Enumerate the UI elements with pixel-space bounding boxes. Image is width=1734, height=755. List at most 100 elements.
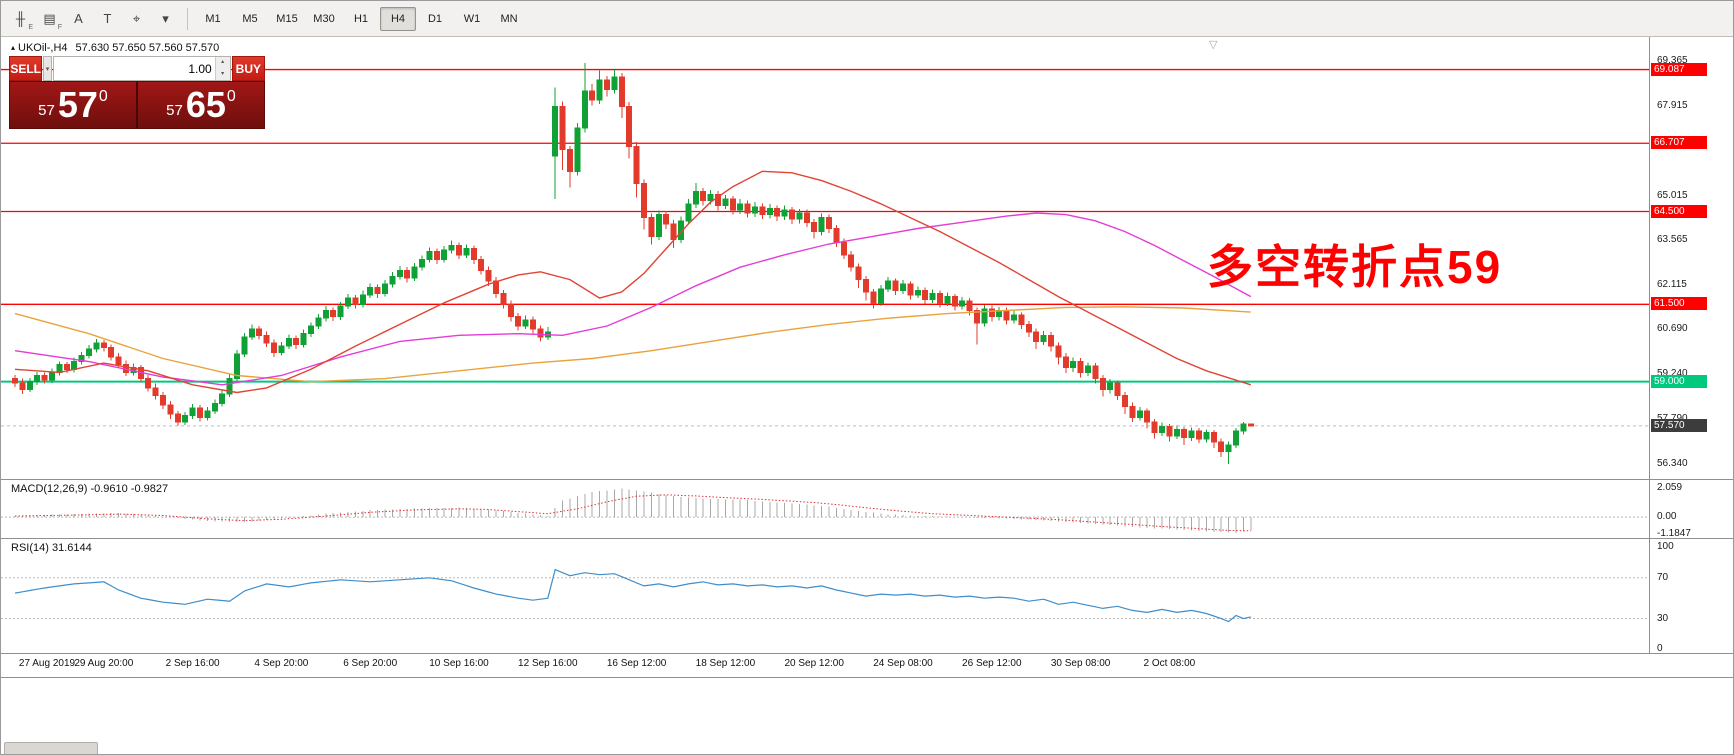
sell-price-big: 57	[57, 84, 98, 125]
textbox-tool-icon[interactable]: T	[103, 11, 112, 26]
panel-divider	[1, 653, 1733, 654]
macd-axis-label: 2.059	[1657, 482, 1683, 494]
buy-price-prefix: 57	[166, 101, 183, 119]
candlestick-chart-icon[interactable]: ╫ E	[15, 11, 33, 31]
macd-axis-label: -1.1847	[1657, 527, 1691, 539]
volume-dropdown[interactable]: ▾	[43, 56, 52, 81]
time-axis-label: 2 Sep 16:00	[165, 658, 220, 669]
chart-tab[interactable]	[4, 742, 98, 754]
ma-line-fast	[14, 170, 1252, 394]
symbol-period-label: UKOil-,H4	[18, 42, 68, 54]
sell-price[interactable]: 57 57 0	[10, 82, 136, 128]
sell-price-prefix: 57	[38, 101, 55, 119]
text-annotation-icon[interactable]: A	[74, 11, 83, 26]
rsi-axis-label: 0	[1657, 643, 1663, 655]
current-price-tag: 57.570	[1651, 418, 1707, 432]
macd-chart[interactable]	[1, 480, 1649, 538]
candles	[12, 62, 1254, 464]
buy-price-sup: 0	[226, 88, 236, 105]
price-divider	[136, 82, 138, 128]
rsi-axis-label: 30	[1657, 612, 1669, 624]
autoscroll-marker-icon: ▽	[1209, 39, 1218, 51]
sell-button[interactable]: SELL	[9, 56, 43, 81]
chart-title: ▴ UKOil-,H4 57.630 57.650 57.560 57.570	[11, 42, 219, 54]
timeframe-button-m1[interactable]: M1	[205, 12, 221, 25]
tool-dropdown-icon[interactable]: ▾	[162, 10, 169, 26]
time-axis-label: 4 Sep 20:00	[254, 658, 309, 669]
macd-histogram	[14, 488, 1252, 533]
crosshair-tool-icon[interactable]: ⌖	[132, 10, 141, 26]
macd-label: MACD(12,26,9) -0.9610 -0.9827	[11, 483, 169, 495]
timeframe-button-h1[interactable]: H1	[353, 12, 369, 25]
timeframe-button-m15[interactable]: M15	[276, 12, 298, 25]
volume-decrease-button[interactable]: ▾	[215, 68, 230, 80]
time-axis-label: 6 Sep 20:00	[343, 658, 398, 669]
timeframe-button-m5[interactable]: M5	[242, 12, 258, 25]
price-tag-64.500: 64.500	[1651, 204, 1707, 218]
price-axis-label: 56.340	[1657, 457, 1688, 469]
timeframe-button-mn[interactable]: MN	[500, 12, 518, 25]
ma-line-slow	[14, 306, 1251, 383]
volume-spinner: ▴ ▾	[214, 57, 230, 80]
trade-prices-row: 57 57 0 57 65 0	[9, 81, 265, 129]
time-axis-label: 2 Oct 08:00	[1143, 658, 1196, 669]
toolbar-icon-group: ╫ E ▤ F A T ⌖ ▾	[6, 6, 180, 32]
macd-axis-label: 0.00	[1657, 511, 1677, 523]
time-axis-label: 12 Sep 16:00	[518, 658, 578, 669]
price-axis-label: 67.915	[1657, 99, 1688, 111]
timeframe-group: M1 M5 M15 M30 H1 H4 D1 W1 MN	[195, 6, 527, 31]
timeframe-button-h4[interactable]: H4	[380, 6, 416, 31]
timeframe-button-m30[interactable]: M30	[313, 12, 335, 25]
rsi-line	[14, 568, 1251, 623]
time-axis-label: 24 Sep 08:00	[873, 658, 933, 669]
price-axis-label: 59.240	[1657, 368, 1688, 380]
time-axis-label: 18 Sep 12:00	[695, 658, 756, 669]
macd-signal-line	[14, 494, 1251, 532]
buy-price[interactable]: 57 65 0	[138, 82, 264, 128]
trade-controls-row: SELL ▾ ▴ ▾ BUY	[9, 56, 265, 81]
symbol-marker-icon: ▴	[11, 43, 16, 52]
time-axis-label: 26 Sep 12:00	[962, 658, 1022, 669]
timeframe-button-w1[interactable]: W1	[463, 12, 481, 25]
ma-line-mid	[14, 212, 1252, 386]
panel-divider[interactable]	[1, 479, 1733, 480]
price-tag-59.000: 59.000	[1651, 374, 1707, 388]
price-axis-label: 62.115	[1657, 279, 1687, 291]
time-axis-label: 16 Sep 12:00	[606, 658, 667, 669]
price-chart[interactable]	[1, 37, 1649, 479]
price-tag-69.087: 69.087	[1651, 62, 1707, 76]
chart-window-bottom-border	[1, 677, 1733, 678]
rsi-axis-label: 70	[1657, 571, 1669, 583]
rsi-axis-label: 100	[1657, 541, 1674, 553]
icon-sub-label: E	[28, 23, 33, 31]
chart-annotation: 多空转折点59	[1207, 241, 1503, 293]
rsi-label: RSI(14) 31.6144	[11, 542, 92, 554]
toolbar-separator	[187, 7, 188, 30]
time-axis-label: 20 Sep 12:00	[784, 658, 844, 669]
price-axis-label: 69.365	[1657, 54, 1688, 66]
price-axis-border[interactable]	[1649, 37, 1650, 653]
rsi-chart[interactable]	[1, 539, 1649, 653]
buy-price-big: 65	[185, 84, 226, 125]
price-axis-label: 57.790	[1657, 413, 1688, 425]
buy-button[interactable]: BUY	[231, 56, 265, 81]
one-click-trading-panel: SELL ▾ ▴ ▾ BUY 57 57 0 57 65 0	[9, 56, 265, 129]
grid-chart-icon[interactable]: ▤ F	[43, 10, 62, 31]
volume-field: ▴ ▾	[52, 56, 231, 81]
icon-sub-label: F	[57, 23, 62, 31]
time-axis-label: 30 Sep 08:00	[1050, 658, 1111, 669]
sell-price-sup: 0	[98, 88, 108, 105]
timeframe-button-d1[interactable]: D1	[427, 12, 443, 25]
price-tag-61.500: 61.500	[1651, 297, 1707, 311]
price-tag-66.707: 66.707	[1651, 136, 1707, 150]
price-axis-label: 63.565	[1657, 234, 1688, 246]
panel-divider[interactable]	[1, 538, 1733, 539]
price-axis-label: 60.690	[1657, 323, 1688, 335]
volume-input[interactable]	[53, 57, 215, 80]
price-axis-label: 65.015	[1657, 189, 1688, 201]
ohlc-values: 57.630 57.650 57.560 57.570	[75, 42, 220, 54]
time-axis-label: 10 Sep 16:00	[429, 658, 489, 669]
volume-increase-button[interactable]: ▴	[215, 57, 230, 69]
time-axis-label: 27 Aug 2019	[18, 658, 76, 669]
